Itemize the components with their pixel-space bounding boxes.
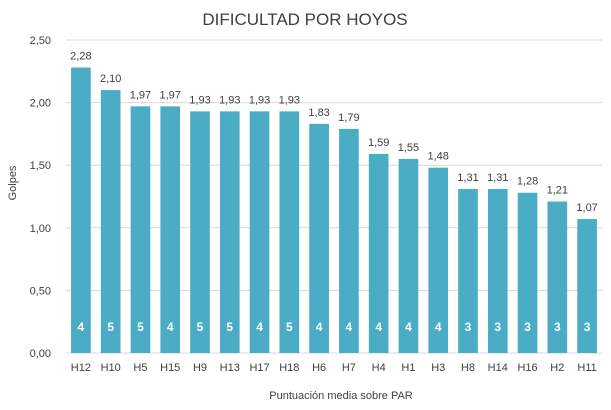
gridlines — [66, 39, 602, 354]
y-tick-label: 1,00 — [30, 223, 51, 235]
bar — [398, 158, 419, 353]
par-label: 4 — [346, 320, 353, 334]
par-label: 3 — [584, 320, 591, 334]
x-tick-label: H11 — [577, 362, 596, 374]
value-label: 1,55 — [398, 142, 419, 154]
value-label: 1,28 — [517, 176, 538, 188]
par-label: 5 — [226, 320, 233, 334]
y-axis-label: Golpes — [7, 165, 19, 200]
y-tick-label: 2,00 — [30, 98, 51, 110]
bar — [279, 111, 300, 353]
bar — [160, 106, 181, 353]
x-axis-label: Puntuación media sobre PAR — [269, 390, 413, 402]
par-label: 3 — [494, 320, 501, 334]
x-tick-label: H12 — [71, 362, 91, 374]
par-label: 3 — [554, 320, 561, 334]
x-tick-label: H15 — [160, 362, 180, 374]
value-label: 1,79 — [338, 112, 359, 124]
par-label: 4 — [256, 320, 263, 334]
par-label: 4 — [316, 320, 323, 334]
par-label: 5 — [286, 320, 293, 334]
y-tick-label: 1,50 — [30, 160, 51, 172]
x-tick-label: H4 — [372, 362, 386, 374]
x-tick-label: H1 — [401, 362, 415, 374]
value-label: 1,93 — [219, 94, 240, 106]
bar — [577, 219, 597, 353]
par-label: 3 — [465, 320, 472, 334]
value-label: 1,59 — [368, 137, 389, 149]
par-label: 3 — [524, 320, 531, 334]
x-tick-label: H17 — [249, 362, 269, 374]
bar — [219, 111, 240, 353]
bar — [71, 67, 91, 353]
value-label: 1,93 — [189, 94, 210, 106]
value-label: 2,28 — [70, 51, 91, 63]
par-label: 4 — [375, 320, 382, 334]
bar — [249, 111, 270, 353]
par-label: 4 — [435, 320, 442, 334]
value-label: 1,83 — [308, 107, 329, 119]
par-label: 5 — [107, 320, 114, 334]
value-label: 1,48 — [428, 151, 449, 163]
par-label: 4 — [167, 320, 174, 334]
value-label: 1,97 — [160, 89, 181, 101]
x-tick-label: H18 — [279, 362, 299, 374]
par-label: 4 — [405, 320, 412, 334]
value-label: 1,21 — [547, 185, 568, 197]
bar — [487, 188, 508, 353]
x-tick-label: H6 — [312, 362, 326, 374]
bar — [428, 167, 449, 353]
x-tick-label: H3 — [431, 362, 445, 374]
x-tick-label: H5 — [133, 362, 147, 374]
data-labels: 2,28 4 2,10 5 1,97 5 1,97 4 1,93 5 1,93 5 1,93 4 1,93 5… — [70, 51, 598, 334]
value-label: 1,97 — [130, 89, 151, 101]
bar — [547, 201, 568, 353]
x-tick-label: H13 — [220, 362, 240, 374]
value-label: 1,07 — [576, 202, 597, 214]
bar — [517, 192, 538, 353]
x-tick-label: H10 — [101, 362, 121, 374]
bar — [130, 106, 151, 353]
bar — [458, 188, 478, 353]
bar — [368, 153, 389, 353]
bars — [71, 67, 597, 353]
x-tick-label: H8 — [461, 362, 475, 374]
x-tick-label: H16 — [517, 362, 537, 374]
y-tick-label: 0,50 — [30, 285, 51, 297]
value-label: 1,31 — [457, 172, 478, 184]
y-tick-label: 2,50 — [30, 35, 51, 47]
bar — [309, 123, 329, 353]
value-label: 2,10 — [100, 73, 121, 85]
x-tick-label: H9 — [193, 362, 207, 374]
x-tick-label: H2 — [550, 362, 564, 374]
x-tick-labels: H12 H10 H5 H15 H9 H13 H17 H18 H6 H7 H4 H1 H3 H8 H14 H16… — [71, 362, 597, 374]
bar — [190, 111, 210, 353]
value-label: 1,31 — [487, 172, 508, 184]
x-tick-label: H7 — [342, 362, 356, 374]
par-label: 5 — [137, 320, 144, 334]
value-label: 1,93 — [279, 94, 300, 106]
par-label: 5 — [197, 320, 204, 334]
y-tick-label: 0,00 — [30, 348, 51, 360]
bar — [339, 128, 359, 353]
x-tick-label: H14 — [488, 362, 508, 374]
par-label: 4 — [78, 320, 85, 334]
chart-title: DIFICULTAD POR HOYOS — [202, 10, 407, 29]
value-label: 1,93 — [249, 94, 270, 106]
bar — [100, 90, 121, 353]
y-tick-labels: 0,00 0,50 1,00 1,50 2,00 2,50 — [30, 35, 51, 360]
